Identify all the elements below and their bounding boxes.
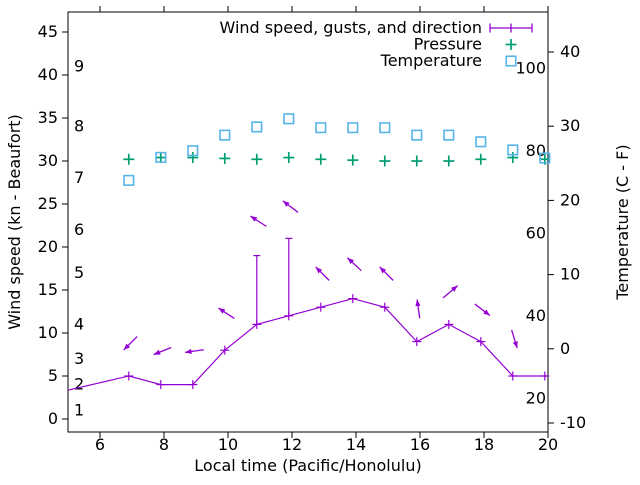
svg-text:10: 10: [560, 265, 580, 284]
wind-series: [67, 237, 550, 391]
legend-marker-wind-errorbar: [489, 23, 533, 33]
svg-text:0: 0: [48, 409, 58, 428]
svg-text:20: 20: [560, 190, 580, 209]
svg-text:9: 9: [74, 56, 84, 75]
svg-text:30: 30: [38, 151, 58, 170]
legend-label-wind: Wind speed, gusts, and direction: [219, 18, 482, 37]
svg-text:14: 14: [346, 435, 366, 454]
svg-text:45: 45: [38, 22, 58, 41]
axes: 6 8 10 12 14 16 18 20051015202530354045-1001020…: [38, 6, 586, 454]
legend-marker-temperature-square: [505, 55, 517, 67]
svg-text:16: 16: [410, 435, 430, 454]
svg-text:10: 10: [218, 435, 238, 454]
svg-text:40: 40: [560, 42, 580, 61]
svg-text:8: 8: [159, 435, 169, 454]
svg-text:4: 4: [74, 314, 84, 333]
svg-text:80: 80: [526, 141, 546, 160]
wind-direction-arrows: [123, 200, 518, 356]
svg-text:3: 3: [74, 349, 84, 368]
svg-text:40: 40: [38, 65, 58, 84]
svg-text:30: 30: [560, 116, 580, 135]
x-axis-title: Local time (Pacific/Honolulu): [194, 456, 421, 475]
svg-text:40: 40: [526, 306, 546, 325]
svg-text:7: 7: [74, 168, 84, 187]
legend: Wind speed, gusts, and directionPressure…: [219, 18, 533, 70]
svg-text:35: 35: [38, 108, 58, 127]
svg-text:18: 18: [474, 435, 494, 454]
svg-text:1: 1: [74, 400, 84, 419]
axis-titles: Local time (Pacific/Honolulu) Wind speed …: [5, 114, 632, 475]
right-axis-title: Temperature (C - F): [613, 144, 632, 300]
svg-text:5: 5: [74, 263, 84, 282]
svg-text:10: 10: [38, 323, 58, 342]
svg-text:20: 20: [526, 388, 546, 407]
left-axis-title: Wind speed (kn - Beaufort): [5, 114, 24, 330]
svg-text:-10: -10: [560, 413, 586, 432]
svg-text:100: 100: [515, 58, 546, 77]
svg-text:6: 6: [74, 220, 84, 239]
legend-label-pressure: Pressure: [414, 35, 482, 54]
svg-text:8: 8: [74, 117, 84, 136]
svg-text:25: 25: [38, 194, 58, 213]
svg-text:15: 15: [38, 280, 58, 299]
svg-text:60: 60: [526, 223, 546, 242]
svg-text:12: 12: [282, 435, 302, 454]
svg-text:0: 0: [560, 339, 570, 358]
svg-text:6: 6: [95, 435, 105, 454]
svg-text:20: 20: [538, 435, 558, 454]
pressure-series: [123, 152, 551, 167]
legend-marker-pressure-plus: [505, 39, 517, 50]
svg-text:20: 20: [38, 237, 58, 256]
svg-text:2: 2: [74, 375, 84, 394]
temperature-series: [123, 113, 551, 186]
svg-text:5: 5: [48, 366, 58, 385]
legend-label-temperature: Temperature: [380, 51, 482, 70]
